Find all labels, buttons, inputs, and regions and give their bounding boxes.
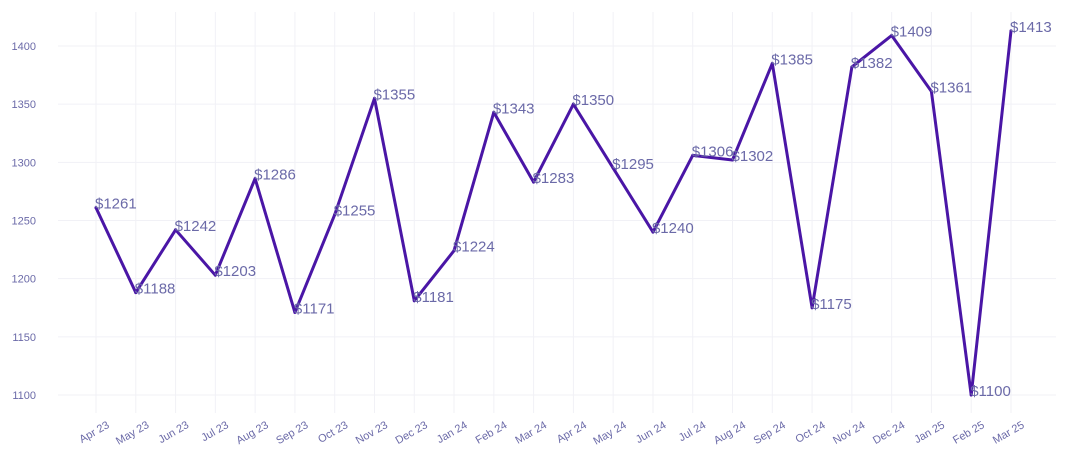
data-label: $1181 [413,289,454,306]
data-point [253,177,257,181]
y-tick-label: 1350 [12,99,36,111]
y-tick-label: 1100 [12,390,36,402]
data-point [810,306,814,310]
y-tick-label: 1400 [12,41,36,53]
x-tick-label: Feb 25 [951,419,987,447]
x-tick-label: Aug 23 [234,419,270,447]
x-tick-label: Jul 24 [677,419,708,444]
data-point [174,228,178,232]
data-point [94,206,98,210]
data-point [770,61,774,65]
data-point [452,249,456,253]
x-tick-label: Oct 24 [794,419,828,446]
data-label: $1302 [732,148,774,165]
data-label: $1171 [294,300,335,317]
series [94,29,1013,397]
data-label: $1382 [851,55,893,72]
x-tick-label: Jan 25 [912,419,947,446]
x-tick-label: Jul 23 [199,419,230,444]
x-tick-label: Apr 23 [77,419,111,446]
data-point [691,153,695,157]
x-tick-label: Nov 24 [831,419,867,447]
x-tick-label: Jun 23 [156,419,191,446]
data-point [611,166,615,170]
x-tick-label: May 24 [591,419,628,447]
data-point [372,96,376,100]
data-point [850,65,854,69]
x-tick-label: Jun 24 [634,419,669,446]
data-point [1009,29,1013,33]
data-label: $1100 [970,383,1011,400]
data-point [492,110,496,114]
x-tick-label: Dec 23 [394,419,430,447]
series-line [94,29,1013,397]
data-label: $1350 [572,92,614,109]
data-label: $1306 [692,143,734,160]
data-point [412,299,416,303]
data-label: $1385 [771,51,813,68]
data-point [293,310,297,314]
x-tick-label: Dec 24 [871,419,907,447]
data-label: $1361 [930,79,972,96]
y-tick-label: 1150 [12,332,36,344]
data-label: $1188 [135,281,176,298]
y-tick-label: 1200 [12,274,36,286]
data-point [571,102,575,106]
data-labels: $1261 $1188 $1242 $1203 $1286 $1171 $1255 $1355… [95,19,1052,400]
data-label: $1355 [373,86,415,103]
x-tick-label: Apr 24 [555,419,589,446]
x-tick-label: Nov 23 [354,419,390,447]
data-point [134,291,138,295]
x-axis: Apr 23 May 23 Jun 23 Jul 23 Aug 23 Sep 23 Oct … [77,419,1026,447]
data-point [213,273,217,277]
y-tick-label: 1300 [12,157,36,169]
data-label: $1224 [453,239,495,256]
x-tick-label: Sep 24 [752,419,788,447]
data-point [969,393,973,397]
data-label: $1240 [652,220,694,237]
y-axis: 1100 1150 1200 1250 1300 1350 1400 [12,41,36,402]
data-label: $1175 [811,296,852,313]
data-point [532,180,536,184]
data-label: $1261 [95,196,137,213]
data-label: $1242 [175,218,217,235]
data-point [651,230,655,234]
x-tick-label: Mar 25 [991,419,1027,447]
x-tick-label: Jan 24 [435,419,470,446]
x-tick-label: Sep 23 [274,419,310,447]
y-tick-label: 1250 [12,216,36,228]
x-tick-label: Feb 24 [474,419,510,447]
x-tick-label: Oct 23 [316,419,350,446]
x-tick-label: Aug 24 [712,419,748,447]
data-point [333,213,337,217]
x-tick-label: Mar 24 [513,419,549,447]
data-label: $1295 [612,156,654,173]
data-point [890,34,894,38]
data-label: $1343 [493,100,535,117]
data-label: $1255 [334,203,376,220]
data-label: $1283 [533,170,575,187]
data-label: $1286 [254,167,296,184]
data-point [731,158,735,162]
grid [58,12,1056,413]
data-point [929,89,933,93]
data-label: $1409 [891,24,933,41]
data-label: $1203 [214,263,256,280]
x-tick-label: May 23 [114,419,151,447]
data-label: $1413 [1010,19,1052,36]
